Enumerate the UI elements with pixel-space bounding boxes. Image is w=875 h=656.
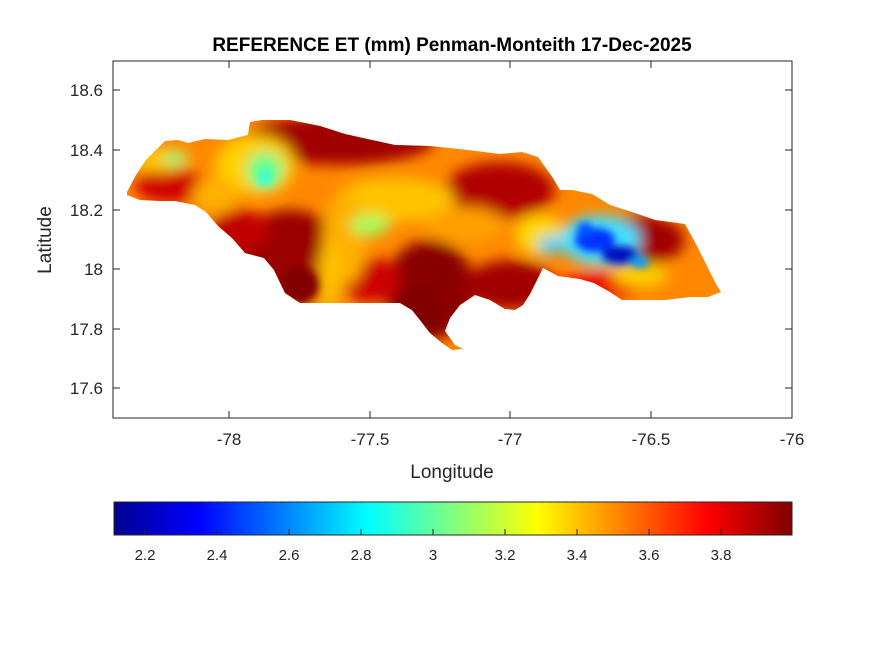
chart-title: REFERENCE ET (mm) Penman-Monteith 17-Dec… (212, 35, 692, 56)
colorbar: 2.2 2.4 2.6 2.8 3 3.2 3.4 3.6 3.8 (113, 501, 793, 564)
y-tick-label: 17.6 (70, 379, 103, 398)
y-tick-label: 18 (84, 260, 103, 279)
x-tick-label: -77.5 (351, 430, 390, 449)
y-axis: 18.6 18.4 18.2 18 17.8 17.6 (70, 81, 792, 398)
x-axis: -78 -77.5 -77 -76.5 -76 (217, 61, 805, 449)
colorbar-tick-label: 3.2 (495, 547, 516, 564)
colorbar-tick-label: 2.2 (135, 547, 156, 564)
y-axis-label: Latitude (35, 206, 56, 274)
x-tick-label: -76.5 (632, 430, 671, 449)
x-tick-label: -78 (217, 430, 242, 449)
x-axis-label: Longitude (410, 462, 493, 483)
colorbar-tick-label: 3 (429, 547, 437, 564)
y-tick-label: 17.8 (70, 320, 103, 339)
colorbar-tick-label: 2.8 (351, 547, 372, 564)
y-tick-label: 18.4 (70, 141, 103, 160)
colorbar-tick-label: 3.8 (711, 547, 732, 564)
colorbar-tick-label: 3.6 (639, 547, 660, 564)
colorbar-tick-label: 2.6 (279, 547, 300, 564)
y-tick-label: 18.6 (70, 81, 103, 100)
colorbar-tick-label: 2.4 (207, 547, 228, 564)
x-tick-label: -76 (780, 430, 805, 449)
x-tick-label: -77 (498, 430, 523, 449)
y-tick-label: 18.2 (70, 201, 103, 220)
colorbar-tick-label: 3.4 (567, 547, 588, 564)
colorbar-gradient (113, 501, 793, 536)
